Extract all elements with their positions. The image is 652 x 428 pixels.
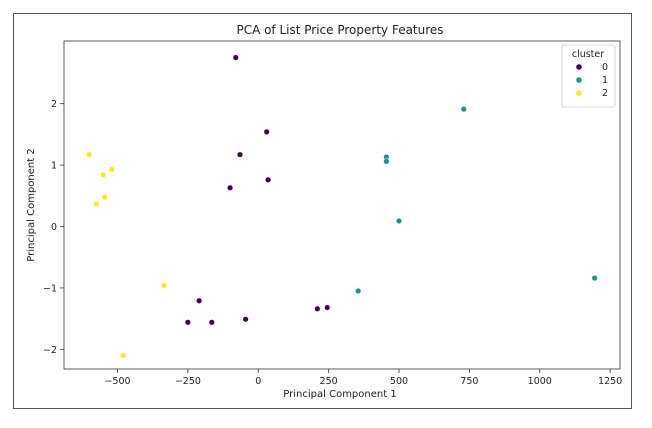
chart-frame: PCA of List Price Property Features −500… [13,13,632,409]
data-points [86,54,598,359]
x-tick-label: 0 [255,376,261,387]
y-axis-label: Principal Component 2 [26,148,37,261]
scatter-point-cluster-2 [120,352,127,359]
legend-title: cluster [572,49,604,60]
scatter-point-cluster-0 [227,184,234,191]
legend-marker-1 [576,77,582,83]
legend-label-0: 0 [602,62,608,73]
scatter-point-cluster-0 [184,319,191,326]
scatter-point-cluster-0 [196,297,203,304]
x-tick-label: 1250 [598,376,622,387]
scatter-point-cluster-2 [100,171,107,178]
scatter-point-cluster-0 [242,316,249,323]
y-tick-label: 1 [51,161,57,172]
y-tick-label: 2 [51,99,57,110]
legend-marker-0 [576,64,582,70]
plot-area [63,40,621,370]
legend-marker-2 [576,90,582,96]
y-tick-label: −1 [43,283,57,294]
scatter-point-cluster-1 [396,217,403,224]
legend-box [561,44,616,108]
scatter-point-cluster-1 [591,275,598,282]
y-tick-label: 0 [51,222,57,233]
scatter-point-cluster-1 [383,158,390,165]
x-tick-label: 250 [320,376,338,387]
legend-label-2: 2 [602,88,608,99]
scatter-point-cluster-1 [355,287,362,294]
scatter-point-cluster-2 [101,194,108,201]
x-tick-label: 750 [460,376,478,387]
scatter-point-cluster-0 [265,176,272,183]
scatter-point-cluster-2 [160,282,167,289]
x-tick-label: 1000 [528,376,552,387]
scatter-point-cluster-0 [324,304,331,311]
scatter-point-cluster-0 [236,151,243,158]
x-tick-label: −250 [175,376,201,387]
scatter-point-cluster-2 [86,151,93,158]
scatter-point-cluster-2 [108,166,115,173]
x-tick-label: 500 [390,376,408,387]
scatter-point-cluster-2 [93,200,100,207]
x-tick-label: −500 [104,376,130,387]
scatter-point-cluster-0 [263,128,270,135]
scatter-point-cluster-1 [460,106,467,113]
legend-entries: 0 1 2 [576,62,608,99]
scatter-point-cluster-0 [208,319,215,326]
x-axis: −500 −250 0 250 500 750 1000 1250 [104,369,622,387]
scatter-point-cluster-0 [314,305,321,312]
legend: cluster 0 1 2 [561,44,616,108]
x-axis-label: Principal Component 1 [283,389,396,400]
legend-label-1: 1 [602,75,608,86]
y-axis: −2 −1 0 1 2 [43,99,64,356]
scatter-point-cluster-0 [232,54,239,61]
y-tick-label: −2 [43,345,57,356]
scatter-chart: PCA of List Price Property Features −500… [26,23,622,400]
chart-title: PCA of List Price Property Features [236,23,443,37]
